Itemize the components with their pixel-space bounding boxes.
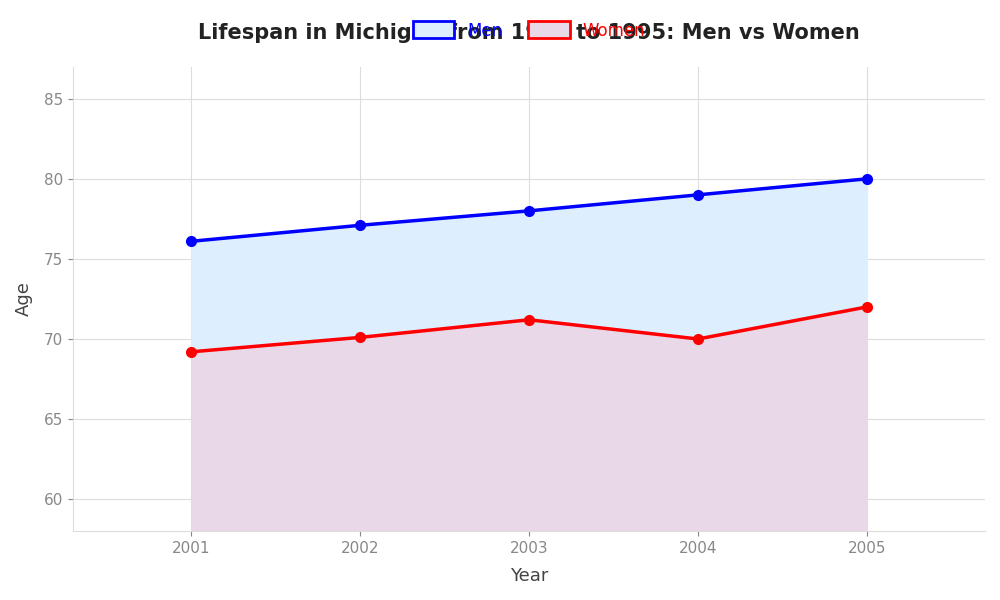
Y-axis label: Age: Age [15,281,33,316]
X-axis label: Year: Year [510,567,548,585]
Legend: Men, Women: Men, Women [406,14,652,46]
Title: Lifespan in Michigan from 1960 to 1995: Men vs Women: Lifespan in Michigan from 1960 to 1995: … [198,23,860,43]
